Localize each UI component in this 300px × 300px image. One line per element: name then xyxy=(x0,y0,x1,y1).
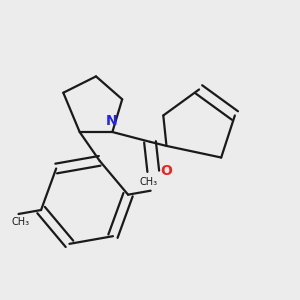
Text: O: O xyxy=(160,164,172,178)
Text: CH₃: CH₃ xyxy=(11,217,29,227)
Text: CH₃: CH₃ xyxy=(140,177,158,188)
Text: N: N xyxy=(106,114,118,128)
